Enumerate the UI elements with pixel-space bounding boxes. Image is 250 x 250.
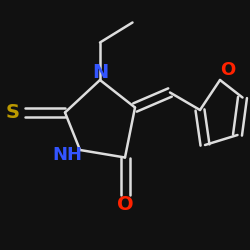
Text: O: O	[117, 196, 133, 214]
Text: NH: NH	[52, 146, 82, 164]
Text: S: S	[6, 103, 20, 122]
Text: N: N	[92, 63, 108, 82]
Text: O: O	[220, 61, 235, 79]
